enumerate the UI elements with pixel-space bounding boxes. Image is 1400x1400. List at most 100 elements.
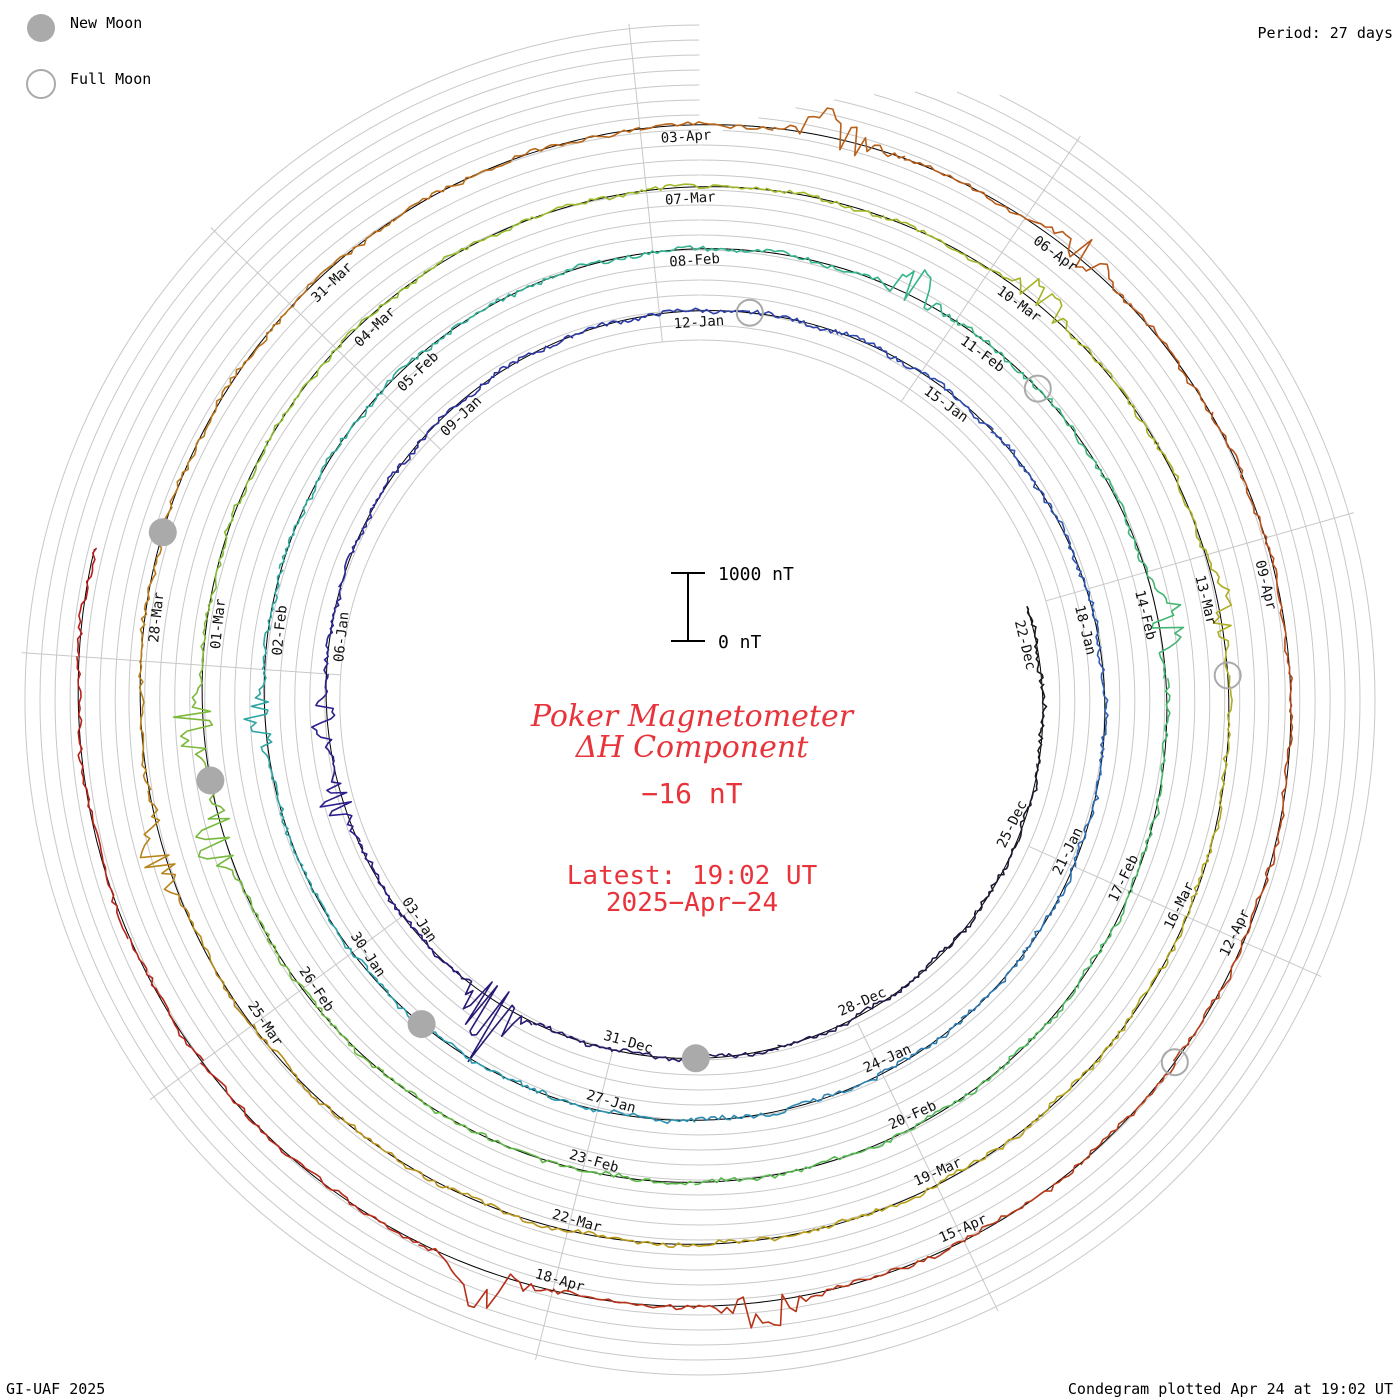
legend-full-moon-label: Full Moon: [70, 70, 151, 88]
trace-segment: [882, 214, 991, 271]
date-tick-label: 28-Mar: [146, 591, 167, 643]
grid-spoke: [149, 911, 410, 1101]
trace-segment: [791, 1071, 882, 1108]
polar-grid: [21, 23, 1376, 1376]
trace-segment: [818, 1185, 938, 1230]
trace-segment: [302, 987, 383, 1071]
trace-segment: [838, 331, 922, 373]
trace-segment: [200, 551, 225, 666]
grid-ring: [219, 219, 1181, 1181]
trace-segment: [646, 183, 766, 191]
date-tick-label: 14-Feb: [1131, 589, 1159, 642]
trace-segment: [1172, 941, 1243, 1062]
trace-segment: [320, 392, 383, 476]
trace-segment: [1025, 865, 1075, 950]
trace-segment: [425, 375, 494, 437]
trace-segment: [188, 913, 253, 1027]
trace-segment: [860, 269, 956, 323]
trace-segment: [1024, 217, 1130, 306]
trace-segment: [510, 126, 641, 162]
date-tick-label: 22-Mar: [550, 1207, 603, 1236]
grid-spoke: [1045, 512, 1354, 602]
date-tick-label: 08-Feb: [669, 251, 721, 270]
trace-segment: [1002, 986, 1077, 1070]
trace-segment: [350, 952, 423, 1025]
trace-segment: [777, 1016, 856, 1048]
trace-segment: [658, 307, 751, 317]
trace-segment: [129, 937, 205, 1062]
scale-bar-top-label: 1000 nT: [718, 564, 794, 585]
grid-ring: [24, 24, 1376, 1376]
trace-segment: [1037, 388, 1103, 475]
trace-segment: [214, 305, 293, 413]
trace-segment: [1077, 890, 1130, 989]
grid-ring: [159, 159, 1241, 1241]
trace-segment: [392, 160, 512, 223]
trace-segment: [161, 411, 216, 533]
trace-segment: [458, 275, 552, 325]
grid-ring: [69, 69, 1331, 1331]
trace-segment: [139, 531, 165, 662]
grid-spoke: [628, 23, 663, 343]
trace-segment: [903, 158, 1026, 219]
trace-segment: [252, 1023, 341, 1120]
trace-segment: [421, 1023, 505, 1080]
trace-segment: [300, 866, 353, 954]
trace-segment: [243, 669, 273, 771]
scale-bar: 1000 nT 0 nT: [671, 564, 794, 653]
trace-segment: [402, 914, 463, 978]
latest-date: 2025−Apr−24: [606, 888, 778, 918]
date-tick-label: 03-Apr: [660, 127, 712, 146]
trace-segment: [765, 187, 883, 219]
trace-segment: [552, 1288, 694, 1311]
trace-segment: [270, 770, 304, 867]
trace-segment: [1026, 605, 1044, 685]
plotted-label: Condegram plotted Apr 24 at 19:02 UT: [1068, 1380, 1393, 1398]
grid-ring: [54, 54, 1346, 1346]
grid-ring: [264, 264, 1136, 1136]
trace-segment: [693, 1228, 820, 1248]
trace-segment: [1219, 675, 1233, 799]
trace-segment: [960, 949, 1028, 1020]
trace-segment: [76, 656, 91, 801]
trace-segment: [372, 435, 428, 507]
trace-segment: [854, 969, 923, 1019]
grid-ring: [99, 99, 1301, 1301]
trace-segment: [381, 1069, 477, 1134]
trace-segment: [1099, 681, 1109, 776]
trace-segment: [492, 334, 574, 379]
trace-segment: [319, 759, 361, 843]
grid-spoke: [900, 136, 1081, 402]
trace-segment: [597, 1109, 696, 1124]
date-tick-label: 01-Mar: [208, 598, 229, 650]
trace-segment: [475, 1132, 583, 1173]
trace-segment: [921, 910, 977, 972]
full-moon-marker: [1213, 661, 1242, 690]
trace-segment: [571, 313, 660, 337]
trace-segment: [381, 322, 460, 394]
trace-segment: [265, 348, 338, 444]
current-value: −16 nT: [641, 777, 742, 810]
trace-segment: [1073, 775, 1101, 868]
legend-new-moon-label: New Moon: [70, 14, 142, 32]
trace-segment: [300, 1163, 420, 1244]
grid-ring: [234, 234, 1166, 1166]
new-moon-marker: [681, 1044, 710, 1073]
data-trace: [76, 107, 1294, 1329]
trace-segment: [460, 977, 533, 1063]
scale-bar-bottom-label: 0 nT: [718, 632, 762, 653]
trace-segment: [1124, 916, 1187, 1025]
trace-segment: [831, 1240, 965, 1291]
grid-ring: [114, 114, 1286, 1286]
trace-segment: [292, 219, 393, 308]
trace-segment: [1049, 502, 1088, 590]
trace-segment: [530, 189, 647, 219]
trace-segment: [261, 569, 284, 670]
new-moon-icon: [27, 14, 55, 42]
grid-ring: [204, 204, 1196, 1196]
trace-segment: [504, 1076, 599, 1113]
date-tick-label: 03-Jan: [398, 895, 440, 946]
grid-ring: [128, 129, 1270, 1271]
trace-segment: [221, 443, 269, 552]
grid-spoke: [1028, 845, 1322, 978]
